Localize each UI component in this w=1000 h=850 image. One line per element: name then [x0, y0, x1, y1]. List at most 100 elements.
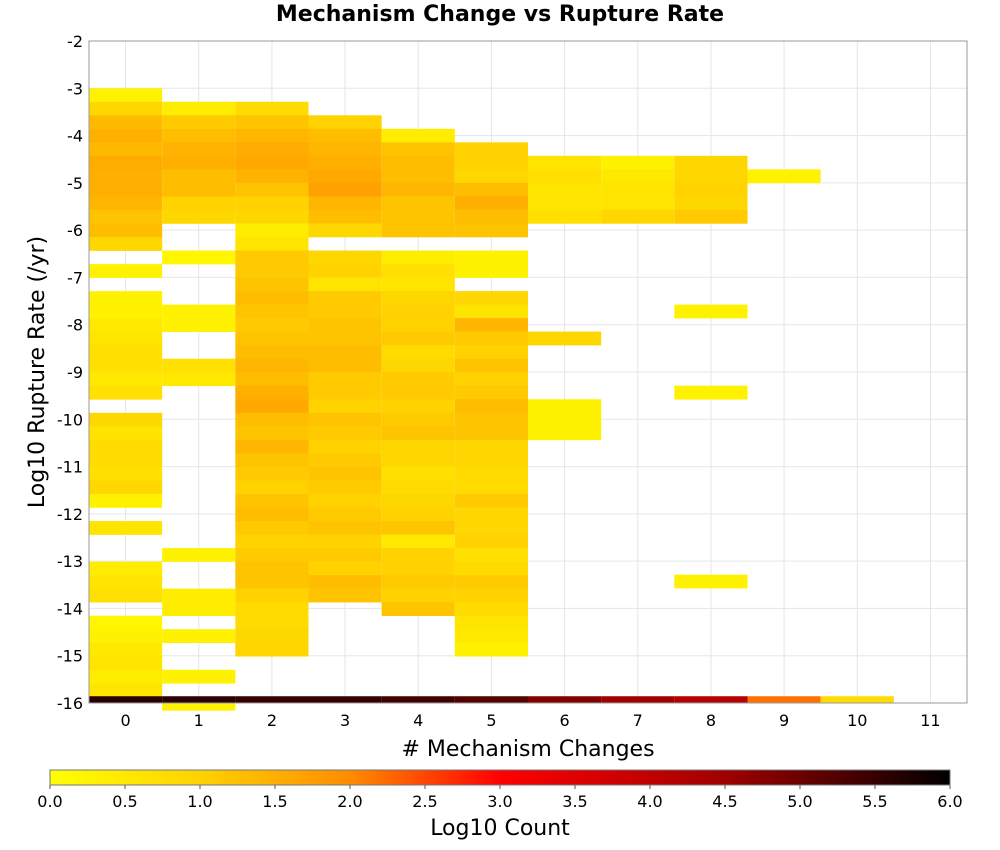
- heatmap-cell: [528, 412, 602, 427]
- heatmap-cell: [454, 642, 528, 657]
- heatmap-cell: [89, 115, 163, 130]
- heatmap-cell: [235, 169, 309, 184]
- x-tick-label: 11: [920, 711, 940, 730]
- heatmap-cell: [528, 155, 602, 170]
- heatmap-cell: [89, 575, 163, 589]
- heatmap-cell: [162, 182, 236, 197]
- colorbar-label: Log10 Count: [430, 816, 570, 841]
- y-tick-label: -2: [67, 32, 83, 51]
- heatmap-cell: [235, 696, 309, 703]
- heatmap-cell: [308, 548, 382, 562]
- heatmap-cell: [601, 155, 675, 170]
- heatmap-cell: [89, 656, 163, 671]
- chart-title: Mechanism Change vs Rupture Rate: [275, 2, 725, 27]
- heatmap-cell: [235, 548, 309, 562]
- heatmap-cell: [381, 142, 455, 157]
- heatmap-cell: [162, 142, 236, 157]
- heatmap-cell: [89, 615, 163, 630]
- heatmap-cell: [235, 250, 309, 265]
- heatmap-cell: [308, 264, 382, 278]
- heatmap-cell: [308, 182, 382, 197]
- y-tick-label: -6: [67, 221, 83, 240]
- heatmap-cell: [454, 155, 528, 170]
- heatmap-cell: [454, 345, 528, 360]
- heatmap-cell: [381, 399, 455, 414]
- heatmap-cell: [381, 264, 455, 278]
- heatmap-cell: [89, 466, 163, 481]
- heatmap-cell: [528, 209, 602, 224]
- x-tick-label: 8: [706, 711, 716, 730]
- heatmap-cell: [162, 548, 236, 562]
- colorbar-tick-labels: 0.0 0.5 1.0 1.5 2.0 2.5 3.0 3.5 4.0 4.5 5.0 5.5 6.0: [37, 785, 963, 811]
- heatmap-cell: [89, 642, 163, 657]
- heatmap-cell: [89, 683, 163, 698]
- heatmap-cell: [381, 155, 455, 170]
- heatmap-cell: [89, 264, 163, 278]
- heatmap-cell: [308, 480, 382, 495]
- heatmap-cell: [89, 588, 163, 603]
- heatmap-cell: [454, 615, 528, 630]
- heatmap-cell: [162, 669, 236, 684]
- heatmap-cell: [235, 209, 309, 224]
- heatmap-cell: [674, 182, 748, 197]
- heatmap-cell: [235, 372, 309, 387]
- heatmap-cell: [601, 196, 675, 211]
- heatmap-cell: [381, 588, 455, 603]
- heatmap-cell: [747, 696, 821, 703]
- heatmap-cell: [89, 669, 163, 684]
- heatmap-cell: [528, 331, 602, 346]
- colorbar: [49, 769, 951, 786]
- heatmap-cell: [308, 358, 382, 373]
- heatmap-cell: [381, 493, 455, 508]
- heatmap-cell: [235, 588, 309, 603]
- heatmap-cell: [747, 169, 821, 184]
- heatmap-cell: [674, 209, 748, 224]
- colorbar-tick-label: 4.5: [712, 792, 737, 811]
- heatmap-cell: [528, 696, 602, 703]
- heatmap-cell: [308, 142, 382, 157]
- colorbar-tick-label: 2.5: [412, 792, 437, 811]
- heatmap-cell: [308, 412, 382, 427]
- x-tick-label: 7: [633, 711, 643, 730]
- heatmap-cell: [235, 642, 309, 657]
- y-tick-label: -12: [57, 505, 83, 524]
- heatmap-cell: [308, 561, 382, 576]
- heatmap-cell: [235, 561, 309, 576]
- heatmap-cell: [454, 548, 528, 562]
- heatmap-cell: [162, 602, 236, 616]
- heatmap-cell: [235, 520, 309, 535]
- heatmap-cell: [381, 548, 455, 562]
- y-tick-labels: -2 -3 -4 -5 -6 -7 -8 -9 -10 -11 -12 -13 -14 -15 -16: [57, 32, 83, 713]
- heatmap-cell: [235, 493, 309, 508]
- y-tick-label: -16: [57, 694, 83, 713]
- x-tick-label: 5: [486, 711, 496, 730]
- heatmap-cell: [308, 331, 382, 346]
- heatmap-cell: [381, 520, 455, 535]
- heatmap-cell: [674, 196, 748, 211]
- heatmap-cell: [162, 169, 236, 184]
- x-tick-label: 6: [559, 711, 569, 730]
- heatmap-cell: [89, 453, 163, 468]
- heatmap-cell: [235, 439, 309, 454]
- heatmap-cell: [308, 507, 382, 522]
- heatmap-cell: [89, 561, 163, 576]
- heatmap-cell: [235, 602, 309, 616]
- x-tick-labels: 0 1 2 3 4 5 6 7 8 9 10 11: [120, 711, 940, 730]
- colorbar-tick-label: 1.5: [262, 792, 287, 811]
- heatmap-cell: [381, 453, 455, 468]
- y-tick-label: -14: [57, 599, 83, 618]
- heatmap-cell: [381, 223, 455, 238]
- heatmap-cell: [308, 277, 382, 292]
- heatmap-cell: [454, 520, 528, 535]
- colorbar-tick-label: 1.0: [187, 792, 212, 811]
- heatmap-cell: [308, 696, 382, 703]
- heatmap-cell: [308, 466, 382, 481]
- y-tick-label: -4: [67, 127, 83, 146]
- heatmap-cell: [454, 372, 528, 387]
- heatmap-cell: [89, 291, 163, 305]
- heatmap-cell: [308, 115, 382, 130]
- colorbar-tick-label: 3.5: [562, 792, 587, 811]
- heatmap-cell: [235, 304, 309, 319]
- heatmap-cell: [381, 602, 455, 616]
